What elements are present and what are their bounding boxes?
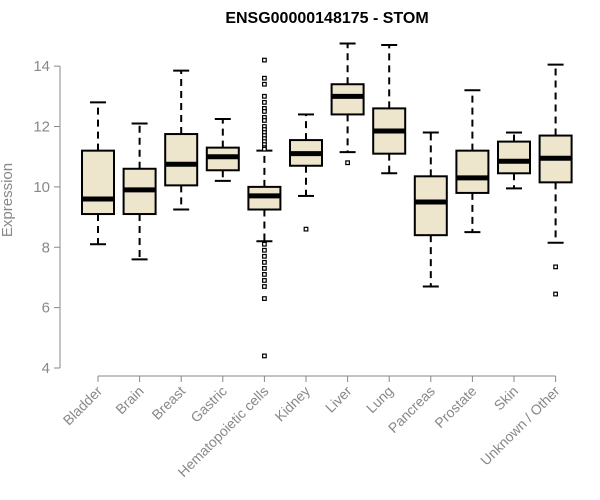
y-axis: 4 6 8 10 12 14 — [33, 58, 61, 377]
outlier-point — [262, 259, 267, 265]
outlier-point — [303, 226, 309, 232]
x-tick-label: Bladder — [60, 383, 106, 429]
outlier-point — [262, 353, 267, 359]
box-skin — [497, 131, 531, 190]
iqr-box — [413, 175, 448, 237]
outlier-point — [262, 57, 267, 63]
x-tick-label: Breast — [148, 383, 188, 423]
y-tick-label: 8 — [42, 239, 50, 256]
iqr-box — [164, 133, 199, 187]
y-tick-label: 4 — [42, 360, 50, 377]
outlier-point — [345, 160, 350, 166]
outlier-point — [262, 241, 267, 247]
box-pancreas — [413, 131, 448, 288]
chart-title: ENSG00000148175 - STOM — [225, 10, 428, 27]
box-bladder — [81, 101, 115, 246]
outlier-point — [262, 272, 267, 277]
box-gastric — [205, 117, 240, 182]
y-tick-label: 14 — [33, 58, 50, 75]
outlier-point — [262, 109, 267, 114]
box-liver — [330, 42, 365, 166]
x-tick-label: Skin — [491, 383, 522, 414]
outlier-point — [262, 118, 267, 123]
outlier-point — [262, 146, 267, 152]
outlier-point — [262, 253, 267, 259]
box-brain — [122, 122, 157, 261]
outlier-point — [553, 264, 558, 270]
x-tick-label: Lung — [363, 383, 396, 416]
x-tick-label: Kidney — [272, 383, 314, 425]
outlier-point — [553, 291, 558, 297]
iqr-box — [81, 149, 115, 216]
box-prostate — [455, 89, 490, 234]
boxes — [81, 42, 573, 359]
y-tick-label: 12 — [33, 119, 50, 136]
y-tick-label: 10 — [33, 179, 50, 196]
outlier-point — [262, 81, 267, 87]
y-tick-label: 6 — [42, 300, 50, 317]
x-tick-label: Unknown / Other — [477, 383, 563, 469]
iqr-box — [497, 140, 531, 175]
outlier-point — [262, 75, 267, 81]
iqr-box — [455, 149, 490, 194]
x-tick-label: Liver — [322, 383, 355, 416]
outlier-point — [262, 284, 267, 289]
y-axis-label: Expression — [0, 163, 16, 237]
outlier-point — [262, 247, 267, 253]
box-kidney — [289, 113, 323, 232]
x-tick-label: Brain — [112, 383, 146, 417]
outlier-point — [262, 265, 267, 271]
box-hematopoietic-cells — [247, 57, 282, 359]
box-breast — [164, 69, 199, 211]
outlier-point — [262, 93, 267, 99]
outlier-point — [262, 296, 267, 301]
outlier-point — [262, 99, 267, 105]
box-unknown-other — [538, 63, 573, 297]
iqr-box — [330, 83, 365, 116]
x-tick-label: Prostate — [431, 383, 479, 431]
outlier-point — [262, 278, 267, 283]
box-lung — [372, 44, 407, 175]
